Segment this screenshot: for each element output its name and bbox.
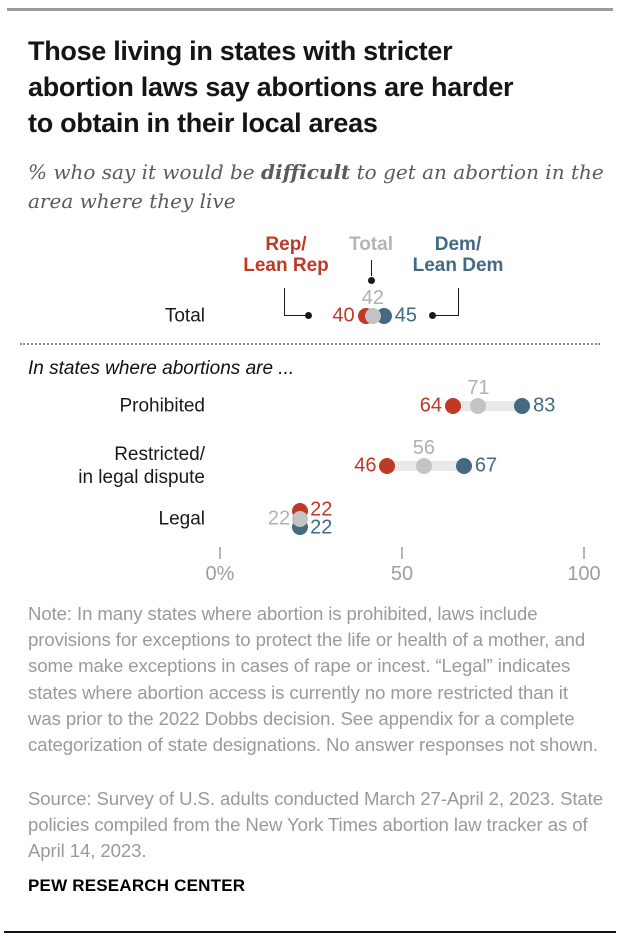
- dot-dem-2: [455, 458, 472, 474]
- row-label-1: Prohibited: [119, 395, 205, 417]
- axis-tick-100: [583, 547, 585, 559]
- title-line-3: to obtain in their local areas: [28, 108, 378, 138]
- value-dem-2: 67: [474, 454, 498, 477]
- value-rep-0: 40: [332, 304, 355, 327]
- dot-rep-1: [444, 398, 461, 414]
- value-rep-2: 46: [354, 454, 377, 477]
- dot-total-1: [470, 398, 487, 414]
- dot-total-3: [292, 511, 309, 527]
- connector-bar-1: [452, 401, 523, 411]
- dot-dem-1: [514, 398, 531, 414]
- value-rep-1: 64: [419, 394, 442, 417]
- legend-dem-lean-dem: Dem/ Lean Dem: [412, 234, 504, 276]
- note-text: Note: In many states where abortion is p…: [28, 603, 598, 756]
- value-total-0: 42: [361, 287, 384, 309]
- legend-pointer-dot-total: [368, 277, 375, 284]
- subtitle-text: % who say it would be: [28, 160, 261, 184]
- value-dem-1: 83: [533, 394, 556, 417]
- axis-label-50: 50: [390, 563, 414, 585]
- title-line-2: abortion laws say abortions are harder: [28, 72, 514, 102]
- page-title: Those living in states with stricter abo…: [28, 33, 603, 141]
- row-label-2: Restricted/ in legal dispute: [78, 444, 205, 488]
- value-total-3: 22: [267, 507, 291, 530]
- source-text: Source: Survey of U.S. adults conducted …: [28, 788, 603, 862]
- legend-pointer-dot-dem: [429, 312, 436, 319]
- axis-tick-0: [219, 547, 221, 559]
- value-total-2: 56: [412, 437, 435, 459]
- dot-total-0: [364, 308, 381, 324]
- title-line-1: Those living in states with stricter: [28, 36, 453, 66]
- row-label-0: Total: [164, 305, 205, 327]
- value-dem-3: 22: [310, 516, 333, 539]
- top-rule: [7, 8, 613, 11]
- dotted-divider: [20, 343, 600, 345]
- legend-connector-rep: [284, 288, 309, 316]
- dot-total-2: [415, 458, 432, 474]
- axis-label-0: 0%: [205, 563, 235, 585]
- value-dem-0: 45: [394, 304, 418, 327]
- chart-subtitle: % who say it would be difficult to get a…: [28, 158, 606, 216]
- legend-rep-lean-rep: Rep/ Lean Rep: [243, 234, 329, 276]
- subtitle-emphasis: difficult: [261, 160, 351, 184]
- legend-connector-dem: [434, 288, 459, 316]
- value-rep-3: 22: [310, 498, 333, 521]
- section-label: In states where abortions are ...: [28, 358, 295, 379]
- subtitle-text-end: to get an abortion in the area where the…: [28, 160, 604, 213]
- pew-research-center-footer: PEW RESEARCH CENTER: [28, 876, 246, 895]
- dot-rep-2: [379, 458, 396, 474]
- legend-connector-total: [371, 260, 372, 276]
- value-total-1: 71: [467, 377, 490, 399]
- row-label-3: Legal: [158, 508, 206, 530]
- axis-label-100: 100: [567, 563, 601, 585]
- axis-tick-50: [401, 547, 403, 559]
- legend-total: Total: [349, 234, 393, 255]
- legend-pointer-dot-rep: [305, 312, 312, 319]
- bottom-rule: [4, 931, 616, 933]
